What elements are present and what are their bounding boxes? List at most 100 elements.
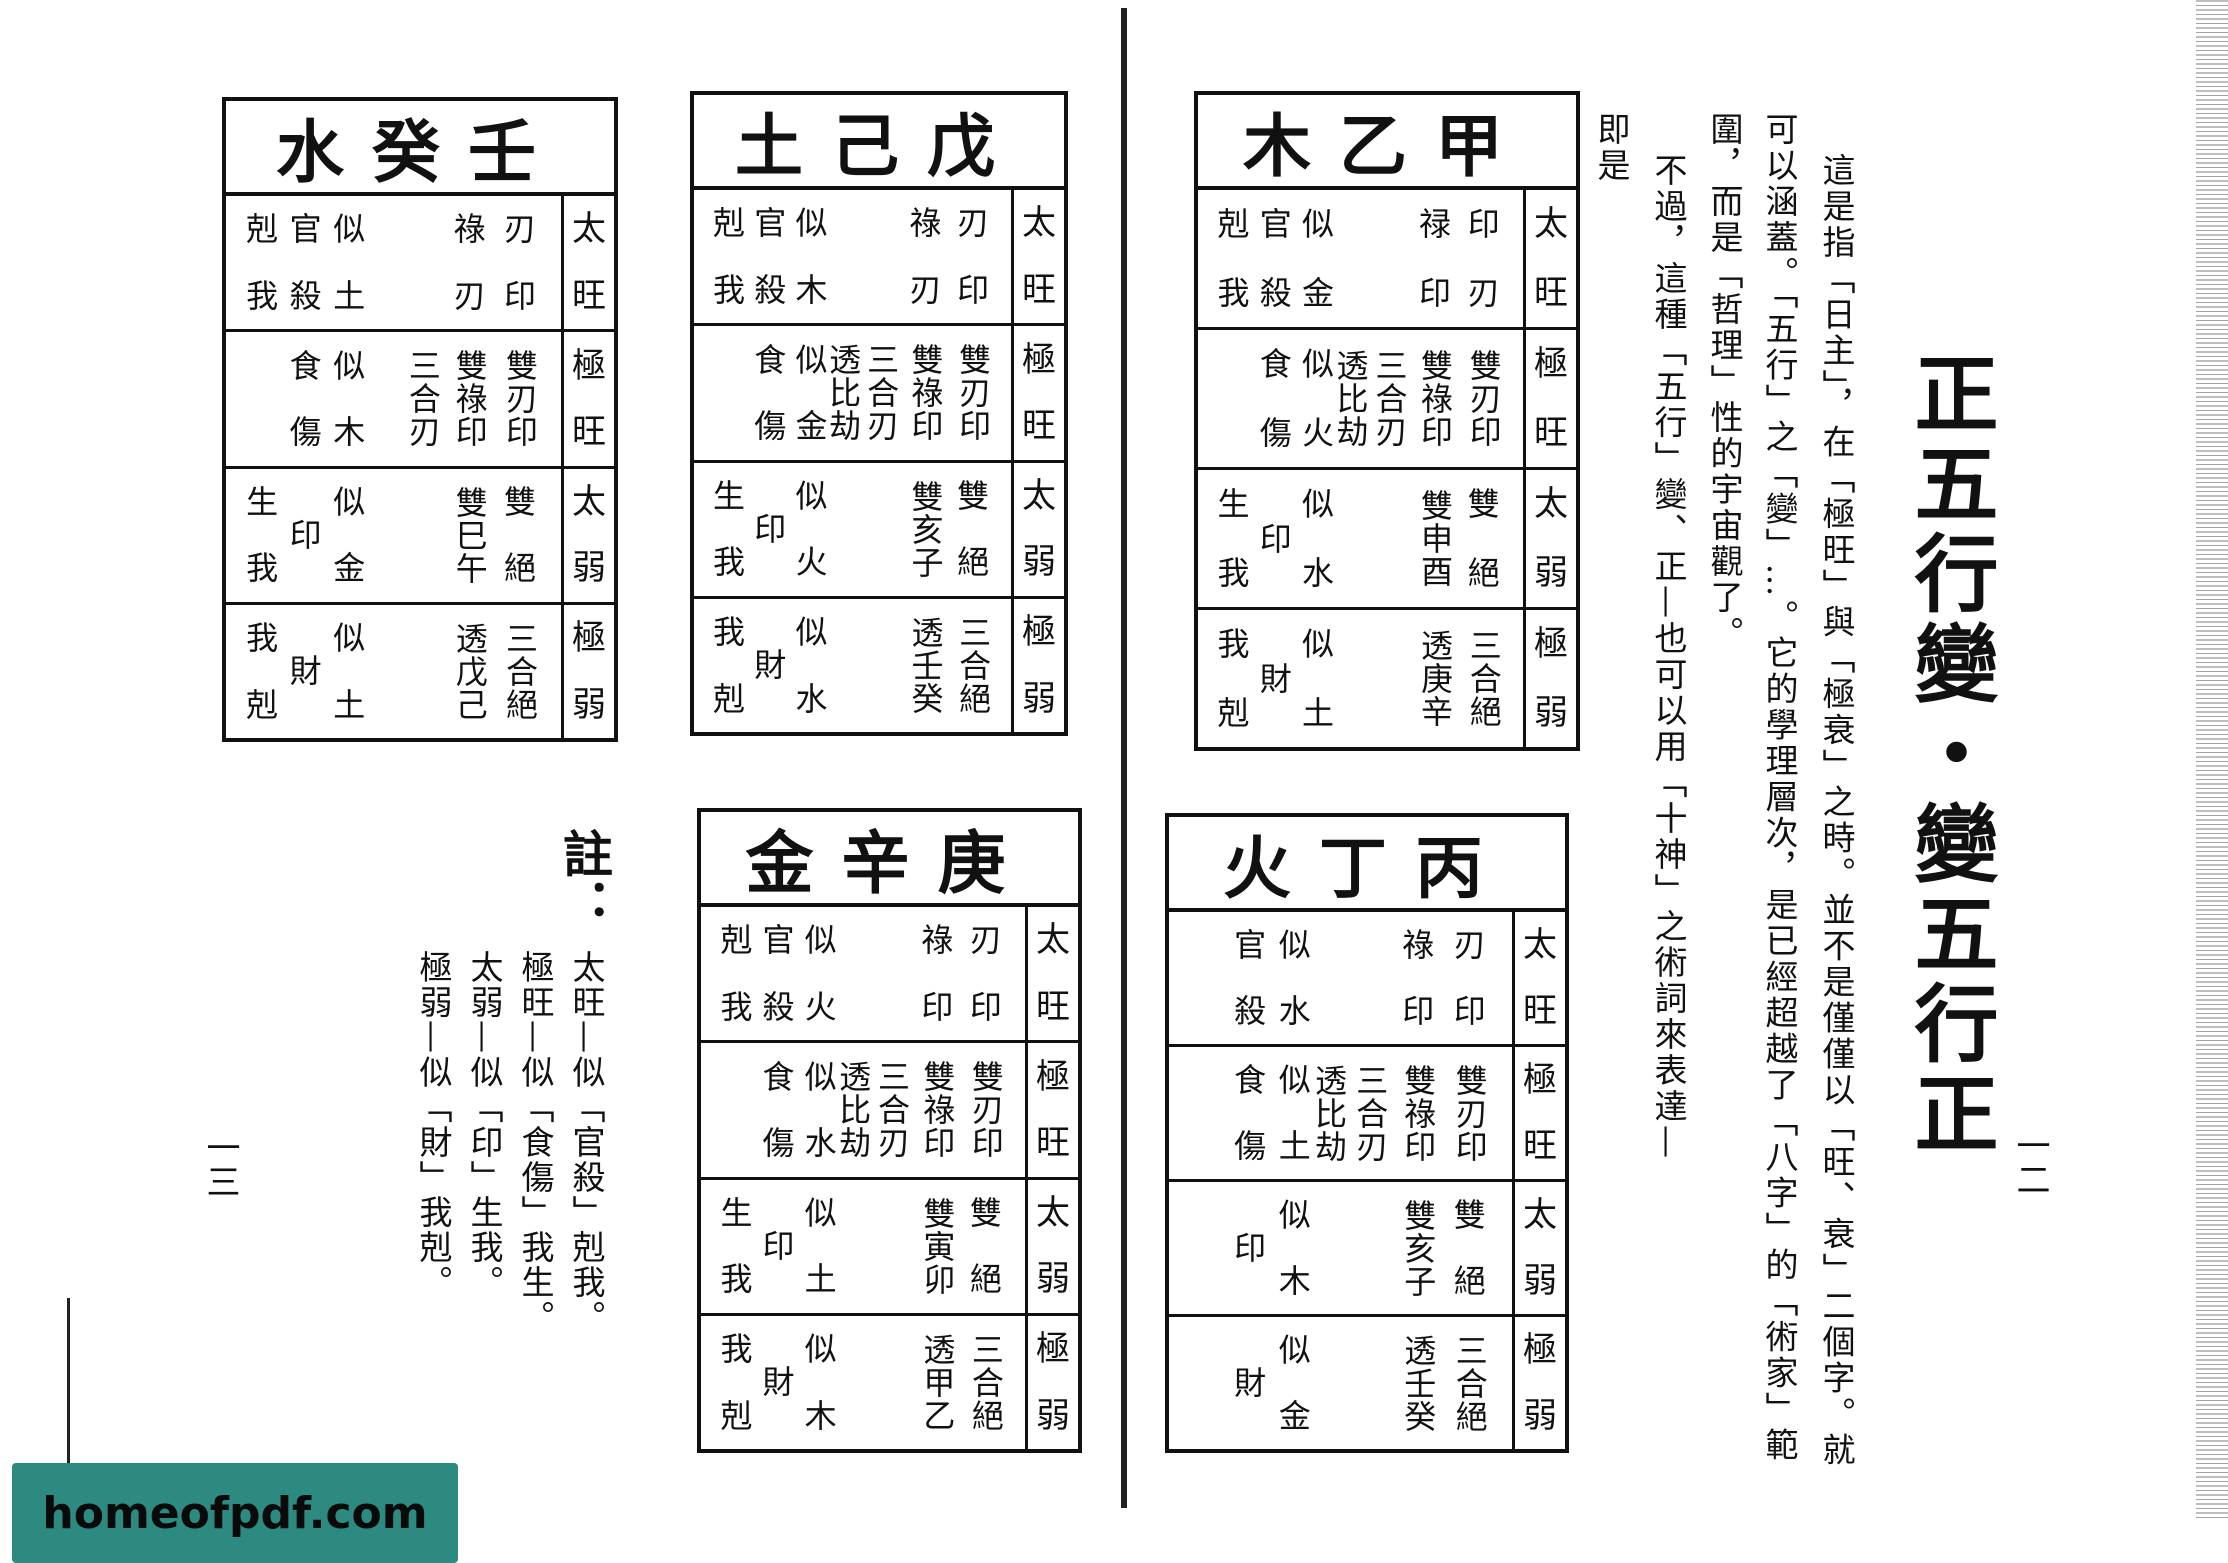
ten-god-col: 官殺 <box>1234 912 1266 1044</box>
condition-text-text: 三合刃 <box>862 343 901 443</box>
condition-col-char: 刃 <box>504 210 537 249</box>
table-rengui: 水癸壬剋我官殺似土祿刃刃印太旺食傷似木三合刃 雙祿印 雙刃印極旺生我印似金雙絕雙巳午… <box>222 97 618 742</box>
element-col-char: 水 <box>1278 992 1311 1030</box>
relation-col-char: 生 <box>246 482 279 521</box>
row-label-char: 太 <box>1036 920 1070 961</box>
condition-text-text: 透戊己 <box>450 621 489 721</box>
relation-col-char: 生 <box>713 476 746 515</box>
relation-col: 生我 <box>1218 470 1250 607</box>
row-label-char: 弱 <box>1022 678 1056 719</box>
table-row: 食傷似金透比劫 三合刃 雙祿印 雙刃印極旺 <box>694 326 1064 463</box>
ten-god-col: 官殺 <box>763 907 795 1040</box>
element-col: 似土 <box>333 605 365 738</box>
condition-text-text: 透比劫 <box>824 343 863 443</box>
ten-god-col: 剋我 <box>713 190 745 323</box>
condition-text: 透壬癸 <box>1399 1317 1437 1449</box>
row-label: 極弱 <box>1512 1317 1565 1449</box>
row-label-char: 極 <box>1534 624 1568 665</box>
relation-col-char: 我 <box>720 1330 753 1369</box>
element-col-char: 似 <box>795 613 828 652</box>
relation-mid: 財 <box>754 646 787 685</box>
element-col: 似木 <box>795 190 827 323</box>
condition-col-char: 刃 <box>1453 926 1486 964</box>
condition-text-text: 透比劫 <box>1331 349 1370 448</box>
condition-text: 雙刃印 <box>1451 1047 1489 1179</box>
element-col: 似火 <box>1302 330 1334 467</box>
condition-text-text: 三合絕 <box>966 1332 1005 1432</box>
element-col: 似火 <box>805 907 837 1040</box>
condition-text: 雙祿印 <box>1399 1047 1437 1179</box>
relation-mid: 印 <box>762 1227 795 1266</box>
table-row: 我剋財似水 透壬癸 三合絕極弱 <box>694 598 1064 732</box>
row-label: 極旺 <box>1512 1047 1565 1179</box>
element-col-char: 似 <box>333 482 366 521</box>
element-col-char: 金 <box>1278 1397 1311 1435</box>
element-col: 似水 <box>805 1043 837 1176</box>
table-row: 食傷似火透比劫 三合刃 雙祿印 雙刃印極旺 <box>1198 330 1576 470</box>
ten-god-col-char: 剋 <box>246 210 279 249</box>
watermark-badge: homeofpdf.com <box>12 1463 458 1563</box>
ten-god-col: 食傷 <box>1260 330 1292 467</box>
ten-god-col-char: 殺 <box>1234 992 1267 1030</box>
table-row: 食傷似土透比劫 三合刃 雙祿印 雙刃印極旺 <box>1169 1047 1565 1182</box>
ten-god-col: 剋我 <box>246 196 278 329</box>
table-jiayi: 木乙甲剋我官殺似金禄印印刃太旺食傷似火透比劫 三合刃 雙祿印 雙刃印極旺生我印似水雙絕… <box>1194 91 1580 751</box>
condition-text-text: 三合絕 <box>1464 629 1503 728</box>
table-row-content: 我剋財似土 透戊己 三合絕 <box>226 605 561 738</box>
condition-text: 三合絕 <box>501 605 539 738</box>
body-column-5: 即是 <box>1592 112 1631 184</box>
row-label-char: 旺 <box>1036 1123 1070 1164</box>
condition-text: 三合刃 <box>404 332 442 465</box>
element-col-char: 木 <box>333 413 366 452</box>
element-col-char: 火 <box>804 987 837 1026</box>
table-bingding: 火丁丙官殺似水祿印刃印太旺食傷似土透比劫 三合刃 雙祿印 雙刃印極旺印似木雙絕雙亥子太… <box>1165 813 1569 1453</box>
relation-mid: 印 <box>289 516 322 555</box>
row-label: 極弱 <box>1025 1315 1078 1449</box>
condition-text-text: 透甲乙 <box>918 1332 957 1432</box>
row-label-char: 弱 <box>1523 1261 1557 1301</box>
element-col: 似火 <box>795 463 827 596</box>
ten-god-col-char: 我 <box>1217 273 1250 312</box>
pair-col-char: 祿 <box>1402 926 1435 964</box>
relation-mid: 財 <box>1259 659 1292 698</box>
condition-col-char: 雙 <box>1453 1196 1486 1234</box>
condition-col: 刃印 <box>957 190 989 323</box>
page-number-left: 一三 <box>200 1130 240 1198</box>
table-row-content: 印似木 雙絕雙亥子 <box>1169 1182 1512 1314</box>
row-label: 太弱 <box>1512 1182 1565 1314</box>
table-row-content: 生我印似土雙絕雙寅卯 <box>701 1180 1025 1313</box>
condition-col-char: 印 <box>1453 992 1486 1030</box>
row-label-char: 太 <box>572 209 606 250</box>
pair-col-char: 禄 <box>1419 205 1452 244</box>
pair-col-char: 印 <box>1402 992 1435 1030</box>
condition-text-text: 雙祿印 <box>918 1060 957 1160</box>
ten-god-col: 食傷 <box>754 326 786 459</box>
condition-col-char: 絕 <box>504 549 537 588</box>
relation-col-char: 剋 <box>720 1396 753 1435</box>
ten-god-col-char: 食 <box>754 340 787 379</box>
row-label-char: 旺 <box>1022 269 1056 310</box>
element-col: 似土 <box>805 1180 837 1313</box>
condition-text-text: 雙刃印 <box>1464 349 1503 448</box>
relation-col: 生我 <box>720 1180 752 1313</box>
element-col-char: 似 <box>333 619 366 658</box>
table-row-content: 官殺似水祿印刃印 <box>1169 912 1512 1044</box>
ten-god-col-char: 食 <box>762 1057 795 1096</box>
table-row: 食傷似水透比劫 三合刃 雙祿印 雙刃印極旺 <box>701 1043 1078 1180</box>
left-margin-line <box>67 1298 70 1468</box>
element-col-char: 金 <box>333 549 366 588</box>
condition-text: 雙巳午 <box>451 469 489 602</box>
table-row: 生我印似火雙絕雙亥子太弱 <box>694 462 1064 599</box>
condition-text-text: 三合絕 <box>954 615 993 715</box>
condition-text: 三合刃 <box>873 1043 911 1176</box>
body-column-2: 可以涵蓋。「五行」之「變」…。它的學理層次，是已經超越了「八字」的「術家」範 <box>1760 112 1799 1464</box>
condition-text: 三合刃 <box>862 326 901 459</box>
condition-text-text: 透庚辛 <box>1416 629 1454 728</box>
condition-col-char: 雙 <box>504 482 537 521</box>
element-col-char: 似 <box>1278 1061 1311 1099</box>
relation-col-char: 生 <box>1217 485 1250 524</box>
condition-text: 雙亥子 <box>907 463 945 596</box>
relation-mid: 印 <box>1259 519 1292 558</box>
table-row-content: 剋我官殺似火祿印刃印 <box>701 907 1025 1040</box>
element-col-char: 似 <box>1302 345 1335 384</box>
